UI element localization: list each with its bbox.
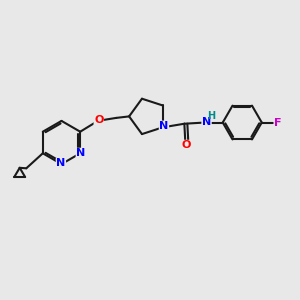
Text: H: H [207, 111, 215, 121]
Text: O: O [182, 140, 191, 150]
Text: N: N [202, 117, 211, 127]
Text: O: O [94, 115, 104, 125]
Text: N: N [56, 158, 65, 169]
Text: N: N [76, 148, 86, 158]
Text: F: F [274, 118, 282, 128]
Text: N: N [159, 121, 169, 131]
